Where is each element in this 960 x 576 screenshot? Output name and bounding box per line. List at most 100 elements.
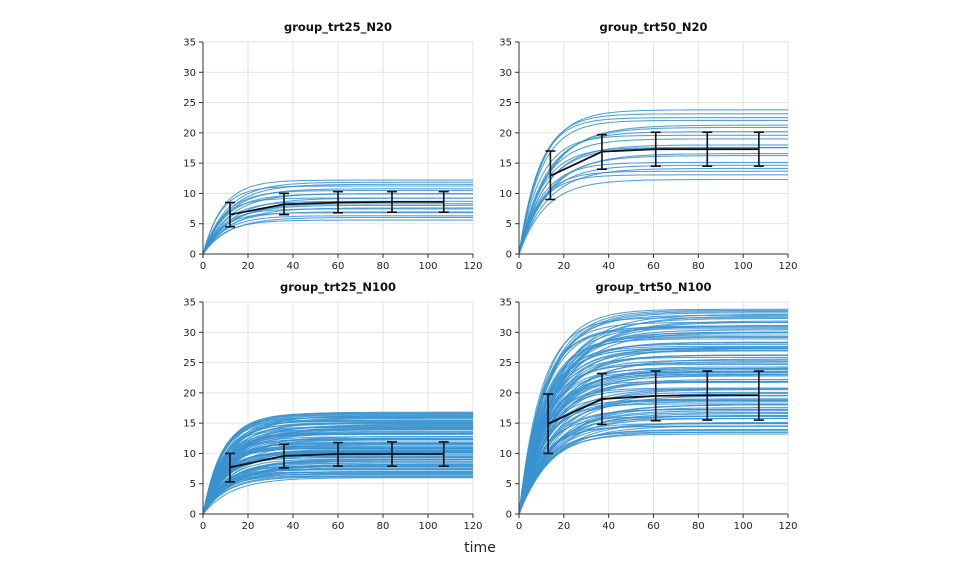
x-tick-label: 120 (463, 521, 482, 532)
x-tick-label: 0 (516, 521, 522, 532)
sample-curve (518, 146, 788, 255)
sample-curve (518, 388, 788, 515)
sample-curve (518, 174, 788, 255)
error-bar (596, 133, 607, 170)
sample-curve (518, 308, 788, 515)
y-tick-label: 10 (183, 189, 196, 200)
sample-curve (202, 471, 473, 515)
error-bar (596, 372, 607, 426)
x-tick-label: 40 (602, 521, 615, 532)
sample-curve (518, 161, 788, 255)
sample-curve (518, 336, 788, 515)
sample-curve (202, 415, 473, 515)
chart-title: group_trt25_N20 (284, 20, 392, 35)
y-tick-label: 20 (499, 128, 512, 139)
y-tick-label: 25 (499, 98, 512, 109)
error-bar (702, 370, 713, 421)
sample-curve (518, 363, 788, 515)
sample-curve (518, 313, 788, 515)
y-tick-label: 30 (183, 328, 196, 339)
sample-curve (518, 309, 788, 515)
x-tick-label: 80 (377, 261, 390, 272)
sample-curve (202, 436, 473, 515)
error-bar (387, 441, 397, 467)
x-tick-label: 20 (242, 261, 255, 272)
sample-curve (202, 179, 473, 255)
x-tick-label: 100 (418, 261, 437, 272)
sample-curve (518, 366, 788, 515)
x-tick-label: 40 (602, 261, 615, 272)
y-tick-label: 25 (183, 358, 196, 369)
sample-curve (202, 419, 473, 515)
y-tick-label: 25 (499, 358, 512, 369)
sample-curve (518, 431, 788, 515)
x-tick-label: 60 (332, 261, 345, 272)
sample-curve (518, 126, 788, 255)
y-tick-label: 35 (183, 298, 196, 309)
x-tick-label: 80 (692, 261, 705, 272)
y-tick-label: 15 (499, 419, 512, 430)
sample-curve (202, 420, 473, 515)
y-tick-label: 35 (499, 38, 512, 49)
x-tick-label: 120 (463, 261, 482, 272)
y-tick-label: 15 (183, 419, 196, 430)
sample-curve (518, 124, 788, 255)
x-tick-label: 0 (200, 521, 206, 532)
y-tick-label: 0 (506, 250, 512, 261)
sample-curve (202, 467, 473, 515)
x-tick-label: 0 (200, 261, 206, 272)
sample-curve (202, 216, 473, 255)
y-tick-label: 15 (183, 159, 196, 170)
chart-panel-2: 0 5 10 15 20 25 30 35 0 20 40 60 80 100 120 group_trt50… (499, 20, 797, 272)
sample-curve (202, 424, 473, 515)
sample-curve (202, 427, 473, 515)
x-tick-label: 60 (332, 521, 345, 532)
y-tick-label: 0 (190, 250, 196, 261)
x-tick-label: 40 (287, 521, 300, 532)
sample-curve (202, 181, 473, 255)
x-tick-label: 60 (647, 261, 660, 272)
sample-curve (518, 429, 788, 515)
sample-curve (202, 473, 473, 515)
sample-curve (518, 312, 788, 515)
sample-curve (518, 358, 788, 515)
y-tick-label: 25 (183, 98, 196, 109)
sample-curve (202, 476, 473, 515)
chart-panel-1: 0 5 10 15 20 25 30 35 0 20 40 60 80 100 120 group_trt25… (183, 20, 482, 272)
y-tick-label: 10 (499, 449, 512, 460)
sample-curve (518, 381, 788, 515)
error-bar (279, 443, 289, 469)
sample-curve (518, 119, 788, 255)
sample-curve (518, 109, 788, 255)
y-tick-label: 35 (499, 298, 512, 309)
sample-curve (518, 167, 788, 255)
sample-curve (202, 414, 473, 515)
y-tick-label: 30 (499, 328, 512, 339)
x-tick-label: 0 (516, 261, 522, 272)
error-bar (753, 370, 764, 421)
sample-curve (518, 321, 788, 515)
sample-curve (518, 413, 788, 515)
grid (202, 41, 474, 255)
error-bar (438, 190, 449, 214)
sample-curve (518, 414, 788, 515)
error-bar (333, 441, 343, 467)
error-bar (702, 131, 713, 167)
y-tick-label: 30 (499, 68, 512, 79)
sample-curve (202, 477, 473, 515)
sample-curve (518, 391, 788, 515)
error-bar (650, 370, 661, 422)
x-tick-label: 20 (557, 521, 570, 532)
sample-curve (518, 178, 788, 255)
sample-curve (518, 354, 788, 515)
sample-curve (202, 189, 473, 255)
y-tick-label: 20 (183, 388, 196, 399)
sample-curve (518, 311, 788, 515)
sample-curve (518, 144, 788, 255)
error-bar (225, 452, 235, 483)
x-tick-label: 20 (242, 521, 255, 532)
sample-curve (202, 185, 473, 255)
sample-curve (518, 349, 788, 515)
x-tick-label: 60 (647, 521, 660, 532)
x-tick-label: 120 (778, 521, 797, 532)
